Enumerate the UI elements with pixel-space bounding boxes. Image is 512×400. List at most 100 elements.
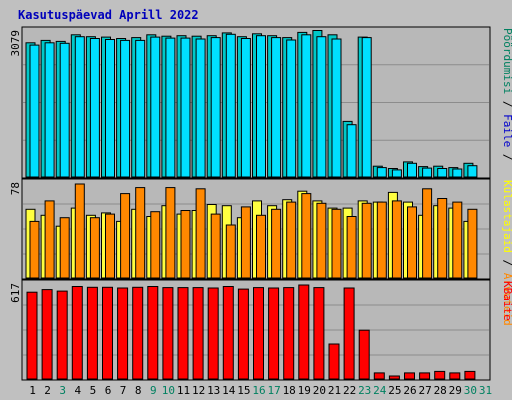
bar-faile-day-14: [226, 34, 235, 177]
bar-arvuteid-day-25: [392, 201, 401, 278]
bar-arvuteid-day-12: [196, 189, 205, 278]
bar-kbaite-day-13: [208, 288, 218, 379]
bar-faile-day-6: [106, 40, 115, 178]
bar-faile-day-24: [377, 168, 386, 177]
bar-kbaite-day-18: [284, 288, 294, 379]
side-legend-middle-0: Külastajaid: [501, 180, 512, 253]
bar-faile-day-26: [408, 163, 417, 177]
bar-faile-day-28: [438, 169, 447, 178]
middle-ymax-label: 78: [9, 182, 22, 195]
x-label-4: 4: [74, 384, 81, 397]
bar-faile-day-20: [317, 37, 326, 177]
bar-arvuteid-day-8: [136, 188, 145, 278]
bar-kbaite-day-7: [118, 288, 128, 379]
x-axis-labels: 1 2 3 4 5 6 7 8 9 10 11 12 13 14 15 16 17 18 19 20 21 22 23 24 2…: [29, 384, 492, 397]
bar-kbaite-day-10: [163, 288, 173, 379]
bar-arvuteid-day-10: [166, 188, 175, 278]
bar-arvuteid-day-14: [226, 225, 235, 278]
x-label-25: 25: [388, 384, 401, 397]
bottom-side-legend: KBaite: [501, 281, 512, 321]
bar-faile-day-29: [453, 169, 462, 177]
x-label-26: 26: [403, 384, 416, 397]
x-label-30: 30: [464, 384, 477, 397]
x-label-9: 9: [150, 384, 157, 397]
bar-arvuteid-day-23: [362, 203, 371, 278]
bar-arvuteid-day-17: [272, 209, 281, 278]
bar-faile-day-3: [60, 43, 69, 177]
bar-faile-day-13: [211, 38, 220, 177]
x-label-27: 27: [418, 384, 431, 397]
bar-faile-day-22: [347, 125, 356, 177]
bar-arvuteid-day-29: [453, 202, 462, 278]
x-label-7: 7: [120, 384, 127, 397]
bar-kbaite-day-29: [450, 373, 460, 379]
x-label-3: 3: [59, 384, 66, 397]
x-label-5: 5: [90, 384, 97, 397]
x-label-12: 12: [192, 384, 205, 397]
x-label-14: 14: [222, 384, 236, 397]
bar-arvuteid-day-11: [181, 211, 190, 279]
bar-kbaite-day-1: [27, 292, 37, 379]
bar-faile-day-5: [90, 39, 99, 178]
bar-arvuteid-day-5: [90, 218, 99, 278]
x-label-31: 31: [479, 384, 492, 397]
side-legend-top-2: Faile: [501, 114, 512, 147]
bar-kbaite-day-19: [299, 285, 309, 379]
x-label-2: 2: [44, 384, 51, 397]
x-label-22: 22: [343, 384, 356, 397]
bar-faile-day-18: [287, 40, 296, 177]
side-legend-top-3: /: [501, 147, 512, 160]
x-label-21: 21: [328, 384, 341, 397]
x-label-23: 23: [358, 384, 371, 397]
x-label-20: 20: [313, 384, 326, 397]
bottom-ymax-label: 617: [9, 283, 22, 303]
bar-kbaite-day-5: [87, 287, 97, 379]
x-label-17: 17: [267, 384, 280, 397]
x-label-15: 15: [237, 384, 250, 397]
side-legend-top-0: Pöördumisi: [501, 28, 512, 94]
bar-faile-day-27: [423, 168, 432, 177]
bar-kbaite-day-23: [359, 330, 369, 379]
bar-kbaite-day-26: [405, 373, 415, 379]
bar-faile-day-2: [45, 43, 54, 177]
x-label-10: 10: [162, 384, 175, 397]
bar-arvuteid-day-1: [30, 221, 39, 278]
bar-arvuteid-day-15: [241, 207, 250, 278]
bar-kbaite-day-20: [314, 288, 324, 379]
bar-kbaite-day-11: [178, 288, 188, 379]
x-label-18: 18: [283, 384, 296, 397]
bar-kbaite-day-3: [57, 291, 67, 379]
bar-kbaite-day-6: [103, 287, 113, 379]
side-legend-top-1: /: [501, 94, 512, 114]
bar-arvuteid-day-16: [257, 215, 266, 278]
bar-kbaite-day-22: [344, 288, 354, 379]
bar-arvuteid-day-9: [151, 212, 160, 278]
x-label-6: 6: [105, 384, 112, 397]
bar-faile-day-7: [121, 40, 130, 177]
x-label-24: 24: [373, 384, 387, 397]
bar-faile-day-16: [257, 36, 266, 177]
x-label-29: 29: [449, 384, 462, 397]
bar-arvuteid-day-20: [317, 203, 326, 278]
bar-kbaite-day-4: [72, 287, 82, 380]
bar-kbaite-day-2: [42, 290, 52, 379]
bar-kbaite-day-9: [148, 287, 158, 380]
bar-arvuteid-day-27: [423, 189, 432, 278]
bar-arvuteid-day-13: [211, 214, 220, 278]
bar-faile-day-9: [151, 37, 160, 177]
bar-kbaite-day-30: [465, 371, 475, 379]
bar-arvuteid-day-19: [302, 194, 311, 278]
bar-arvuteid-day-6: [106, 214, 115, 278]
bar-arvuteid-day-21: [332, 209, 341, 278]
bar-kbaite-day-14: [223, 287, 233, 380]
bar-faile-day-12: [196, 39, 205, 177]
bar-faile-day-21: [332, 39, 341, 177]
bar-kbaite-day-8: [133, 287, 143, 379]
bar-faile-day-11: [181, 38, 190, 177]
bar-faile-day-8: [136, 40, 145, 177]
bar-kbaite-day-25: [389, 376, 399, 379]
bar-arvuteid-day-30: [468, 209, 477, 278]
bar-faile-day-17: [272, 38, 281, 177]
